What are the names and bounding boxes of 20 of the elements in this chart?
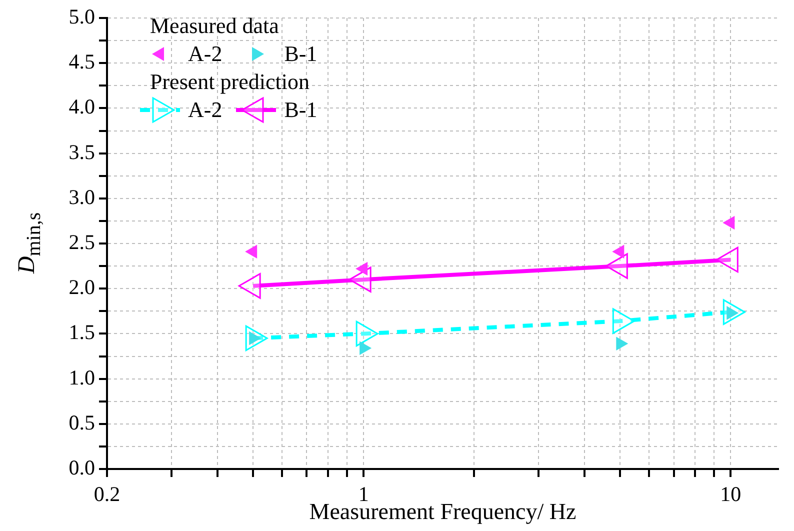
y-tick-label: 5.0 bbox=[68, 4, 95, 29]
y-tick-label: 0.5 bbox=[68, 410, 95, 434]
x-tick-label: 1 bbox=[358, 482, 369, 506]
legend-label: A-2 bbox=[188, 97, 222, 123]
y-tick-label: 3.5 bbox=[68, 140, 95, 164]
x-tick-label: 10 bbox=[720, 482, 742, 506]
legend-label: A-2 bbox=[188, 41, 222, 67]
y-tick-label: 2.0 bbox=[68, 275, 95, 300]
legend-label: B-1 bbox=[284, 97, 318, 123]
legend-title: Measured data bbox=[150, 12, 280, 40]
y-tick-label: 4.0 bbox=[68, 94, 95, 119]
x-tick-label: 0.2 bbox=[94, 482, 120, 506]
legend-label: B-1 bbox=[284, 41, 318, 67]
y-tick-label: 1.0 bbox=[68, 365, 95, 390]
y-tick-label: 4.5 bbox=[68, 50, 95, 74]
annotation: Present prediction bbox=[150, 68, 310, 96]
y-tick-label: 0.0 bbox=[68, 456, 95, 480]
y-tick-label: 2.5 bbox=[68, 230, 95, 254]
y-tick-label: 1.5 bbox=[68, 320, 95, 344]
y-tick-label: 3.0 bbox=[68, 184, 95, 209]
